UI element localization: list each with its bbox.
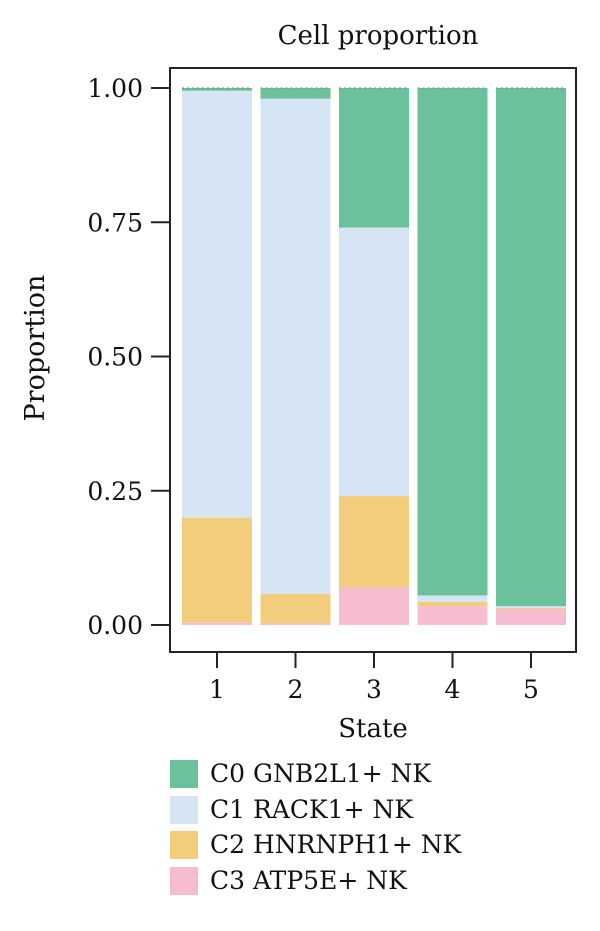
legend-item: C3 ATP5E+ NK (170, 865, 461, 895)
bar-segment-3-series-3 (339, 88, 409, 228)
legend-swatch (170, 760, 198, 788)
bar-segment-5-series-0 (496, 608, 566, 625)
bar-segment-5-series-1 (496, 607, 566, 609)
bar-segment-2-series-3 (260, 88, 331, 99)
bar-segment-4-series-2 (417, 595, 488, 602)
bars-group (182, 87, 566, 625)
legend-swatch (170, 866, 198, 895)
legend-swatch (170, 831, 198, 859)
y-tick-label-1: 0.25 (87, 477, 143, 506)
x-tick-label-5: 5 (523, 675, 539, 704)
legend-label: C3 ATP5E+ NK (210, 865, 407, 895)
bar-segment-2-series-2 (260, 98, 331, 594)
x-tick-label-1: 1 (209, 675, 225, 704)
legend-item: C2 HNRNPH1+ NK (170, 831, 461, 859)
legend-swatch (170, 795, 198, 824)
legend-item: C0 GNB2L1+ NK (170, 760, 461, 788)
bar-segment-2-series-0 (260, 623, 331, 625)
y-tick-label-4: 1.00 (87, 74, 143, 103)
bar-segment-4-series-3 (417, 88, 488, 596)
bar-segment-5-series-3 (496, 88, 566, 607)
bar-segment-1-series-0 (182, 622, 252, 625)
y-axis: 0.00 0.25 0.50 0.75 1.00 (87, 74, 170, 640)
legend-label: C0 GNB2L1+ NK (210, 759, 432, 788)
y-tick-label-3: 0.75 (87, 208, 143, 237)
bar-segment-1-series-3 (182, 88, 252, 91)
bar-segment-3-series-2 (339, 227, 409, 497)
x-tick-label-2: 2 (288, 675, 304, 704)
x-axis-label: State (338, 714, 408, 744)
bar-segment-1-series-2 (182, 90, 252, 518)
x-tick-label-4: 4 (445, 675, 461, 704)
bar-segment-4-series-1 (417, 601, 488, 607)
x-axis: 1 2 3 4 5 (209, 652, 539, 704)
legend: C0 GNB2L1+ NK C1 RACK1+ NK C2 HNRNPH1+ NK C… (170, 760, 461, 902)
y-tick-label-2: 0.50 (87, 343, 143, 372)
legend-label: C2 HNRNPH1+ NK (210, 830, 462, 859)
stacked-bar-chart: Cell proportion 0.00 0.25 0.50 0.75 1.00 1 2 3… (20, 21, 577, 744)
x-tick-label-3: 3 (366, 675, 382, 704)
chart-title: Cell proportion (278, 21, 479, 51)
bar-segment-2-series-1 (260, 593, 331, 624)
bar-segment-4-series-0 (417, 606, 488, 625)
bar-segment-3-series-1 (339, 496, 409, 588)
y-axis-label: Proportion (20, 275, 51, 422)
y-tick-label-0: 0.00 (87, 611, 143, 640)
legend-item: C1 RACK1+ NK (170, 794, 461, 824)
bar-segment-5-series-2 (496, 606, 566, 608)
bar-segment-1-series-1 (182, 517, 252, 623)
bar-segment-3-series-0 (339, 587, 409, 625)
legend-label: C1 RACK1+ NK (210, 794, 414, 824)
